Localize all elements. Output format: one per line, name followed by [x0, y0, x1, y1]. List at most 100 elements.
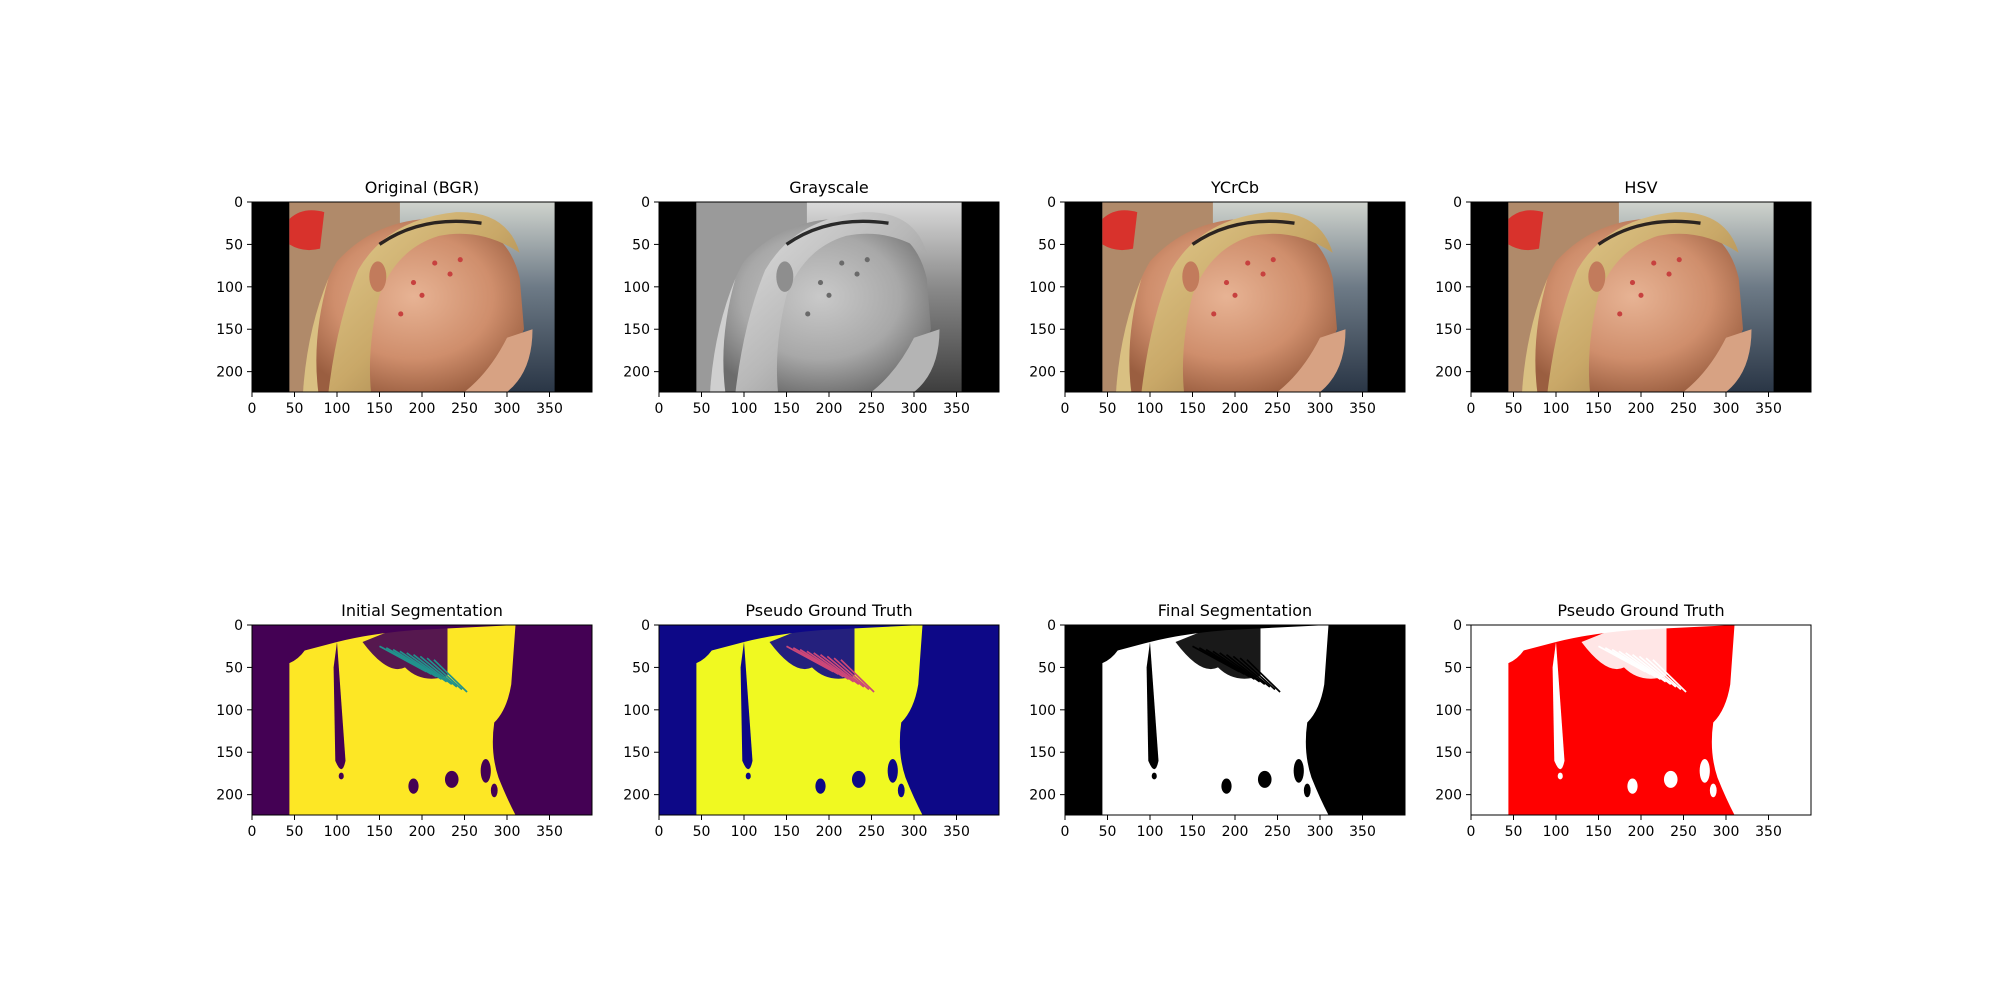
blemish	[864, 257, 870, 263]
x-tick-label: 50	[286, 824, 304, 840]
y-tick-label: 100	[1029, 280, 1056, 296]
blemish	[839, 260, 845, 266]
x-tick-label: 0	[655, 401, 664, 417]
image-area	[659, 625, 999, 815]
x-tick-label: 350	[1755, 401, 1782, 417]
x-tick-label: 0	[248, 824, 257, 840]
x-tick-label: 50	[1099, 824, 1117, 840]
x-tick-label: 250	[451, 824, 478, 840]
image-area	[252, 625, 592, 815]
shoulder	[464, 329, 533, 392]
mask-hole	[408, 778, 419, 794]
blemish	[432, 260, 438, 266]
mask-hole	[1293, 759, 1304, 783]
blemish	[817, 280, 824, 286]
image-area	[659, 202, 999, 392]
blemish	[457, 257, 463, 263]
hair-gap	[333, 641, 346, 770]
hair-edge-streak	[426, 657, 463, 691]
y-tick-label: 0	[641, 195, 650, 211]
blemish	[805, 311, 811, 317]
blemish	[1666, 271, 1672, 277]
x-tick-label: 0	[248, 401, 257, 417]
x-tick-label: 50	[1099, 401, 1117, 417]
x-tick-label: 250	[858, 401, 885, 417]
panel-title: Pseudo Ground Truth	[745, 601, 912, 620]
image-area	[1065, 202, 1405, 392]
mask-hole	[480, 759, 491, 783]
y-tick-label: 0	[1047, 195, 1056, 211]
hair-edge-streak	[826, 655, 865, 688]
hair-edge-streak	[1219, 652, 1261, 683]
hair-edge-streak	[1638, 655, 1677, 688]
y-tick-label: 50	[1038, 237, 1056, 253]
mask-hole	[444, 770, 459, 788]
y-tick-label: 100	[1435, 280, 1462, 296]
image-area	[1471, 202, 1811, 392]
hair-edge-streak	[833, 657, 870, 691]
mask-hole	[1221, 778, 1232, 794]
y-tick-label: 100	[623, 280, 650, 296]
hair-edge-streak	[806, 650, 850, 680]
y-tick-label: 100	[1435, 703, 1462, 719]
blemish	[1638, 292, 1644, 298]
x-tick-label: 250	[858, 824, 885, 840]
x-tick-label: 50	[1505, 824, 1523, 840]
y-tick-label: 150	[216, 745, 243, 761]
y-tick-label: 200	[623, 365, 650, 381]
x-tick-label: 100	[1137, 401, 1164, 417]
mask-hole	[897, 783, 905, 798]
mask-hole	[815, 778, 826, 794]
hair-strand	[710, 278, 736, 392]
y-tick-label: 0	[1453, 195, 1462, 211]
hair-region	[1547, 212, 1739, 392]
blemish	[1223, 280, 1230, 286]
ear	[1588, 261, 1606, 292]
y-tick-label: 100	[216, 280, 243, 296]
x-tick-label: 350	[1755, 824, 1782, 840]
hair-edge-streak	[412, 654, 453, 686]
panel-title: Grayscale	[789, 178, 868, 197]
hair-strand	[1116, 278, 1142, 392]
x-tick-label: 200	[1222, 401, 1249, 417]
x-tick-label: 0	[1467, 824, 1476, 840]
x-tick-label: 350	[536, 401, 563, 417]
chart-panel: Initial Segmentation 0 50 100 150 200 250 300 35…	[216, 601, 593, 840]
y-tick-label: 100	[1029, 703, 1056, 719]
headband	[1191, 219, 1295, 246]
x-tick-label: 0	[1061, 401, 1070, 417]
blemish	[1245, 260, 1251, 266]
x-tick-label: 350	[943, 401, 970, 417]
mask-hole	[745, 772, 751, 780]
hair-edge-streak	[399, 650, 443, 680]
x-tick-label: 100	[324, 824, 351, 840]
shoulder	[1683, 329, 1752, 392]
mask-hole	[1151, 772, 1157, 780]
blemish	[1651, 260, 1657, 266]
x-tick-label: 300	[1307, 401, 1334, 417]
blemish	[398, 311, 404, 317]
x-tick-label: 0	[1061, 824, 1070, 840]
x-tick-label: 150	[366, 401, 393, 417]
hair-region	[328, 212, 520, 392]
y-tick-label: 0	[1453, 618, 1462, 634]
blemish	[1629, 280, 1636, 286]
blemish	[1211, 311, 1217, 317]
hair-edge-streak	[1625, 652, 1667, 683]
x-tick-label: 150	[1179, 401, 1206, 417]
y-tick-label: 50	[225, 237, 243, 253]
hair-edge-streak	[799, 648, 844, 678]
hair-edge-streak	[1652, 659, 1687, 693]
x-tick-label: 150	[1179, 824, 1206, 840]
x-tick-label: 250	[1670, 401, 1697, 417]
y-tick-label: 150	[216, 322, 243, 338]
x-tick-label: 0	[655, 824, 664, 840]
hair-strand	[1522, 278, 1548, 392]
hair-edge-streak	[813, 652, 855, 683]
panel-title: Initial Segmentation	[341, 601, 503, 620]
blemish	[1260, 271, 1266, 277]
mask-hole	[1709, 783, 1717, 798]
x-tick-label: 50	[1505, 401, 1523, 417]
y-tick-label: 150	[623, 322, 650, 338]
y-tick-label: 100	[216, 703, 243, 719]
